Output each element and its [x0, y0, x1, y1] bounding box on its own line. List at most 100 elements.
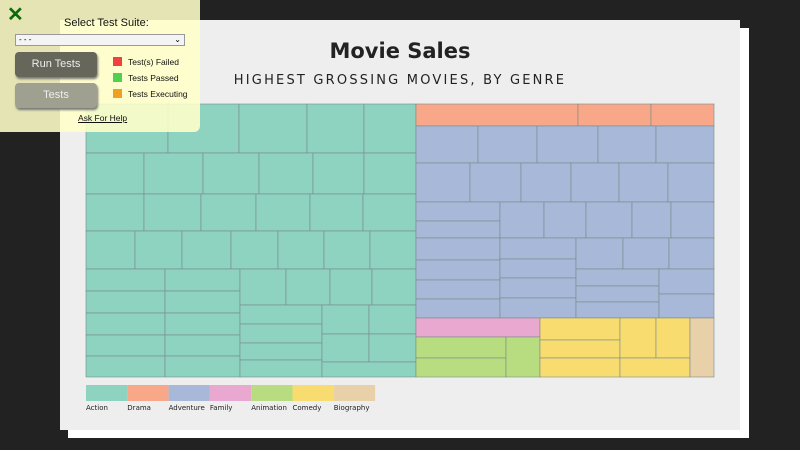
tile-animation[interactable] [415, 357, 507, 378]
tile-adventure[interactable] [570, 162, 620, 203]
tile-action[interactable] [164, 290, 241, 314]
tile-action[interactable] [363, 152, 417, 195]
tile-action[interactable] [238, 103, 308, 154]
tile-drama[interactable] [415, 103, 579, 127]
tile-action[interactable] [368, 304, 417, 335]
tile-action[interactable] [329, 268, 373, 306]
tile-adventure[interactable] [622, 237, 670, 270]
tile-adventure[interactable] [618, 162, 669, 203]
tile-action[interactable] [255, 193, 311, 232]
ask-for-help-link[interactable]: Ask For Help [78, 113, 128, 123]
select-value: - - - [19, 35, 32, 44]
tile-action[interactable] [363, 103, 417, 154]
tile-adventure[interactable] [499, 201, 545, 239]
tile-action[interactable] [321, 304, 370, 335]
tile-action[interactable] [258, 152, 314, 195]
tile-adventure[interactable] [667, 162, 715, 203]
tile-comedy[interactable] [619, 317, 657, 359]
tile-adventure[interactable] [415, 279, 501, 300]
tile-adventure[interactable] [575, 285, 660, 303]
tile-adventure[interactable] [575, 237, 624, 270]
tile-action[interactable] [85, 193, 145, 232]
tile-action[interactable] [164, 355, 241, 378]
tile-adventure[interactable] [415, 237, 501, 261]
tile-action[interactable] [239, 359, 323, 378]
tile-adventure[interactable] [585, 201, 633, 239]
tests-button[interactable]: Tests [15, 83, 97, 108]
tile-drama[interactable] [650, 103, 715, 127]
tile-action[interactable] [164, 334, 241, 357]
tile-animation[interactable] [415, 336, 507, 359]
legend-passed: Tests Passed [113, 73, 179, 83]
tile-action[interactable] [239, 342, 323, 361]
tile-drama[interactable] [577, 103, 652, 127]
tile-action[interactable] [312, 152, 365, 195]
close-icon[interactable]: ✕ [7, 4, 24, 26]
tile-action[interactable] [321, 333, 370, 363]
tile-action[interactable] [164, 312, 241, 336]
tile-action[interactable] [85, 230, 136, 270]
tile-adventure[interactable] [415, 125, 479, 164]
tile-action[interactable] [85, 290, 166, 314]
tile-action[interactable] [200, 193, 257, 232]
tile-action[interactable] [143, 152, 204, 195]
tile-action[interactable] [85, 334, 166, 357]
tile-action[interactable] [85, 312, 166, 336]
tile-adventure[interactable] [415, 220, 501, 239]
tile-action[interactable] [164, 268, 241, 292]
tile-comedy[interactable] [539, 317, 621, 341]
tile-adventure[interactable] [631, 201, 672, 239]
tile-biography[interactable] [689, 317, 715, 378]
tile-action[interactable] [369, 230, 417, 270]
tile-comedy[interactable] [539, 339, 621, 359]
tile-action[interactable] [85, 268, 166, 292]
tile-adventure[interactable] [415, 298, 501, 319]
tile-adventure[interactable] [575, 301, 660, 319]
tile-adventure[interactable] [668, 237, 715, 270]
tile-action[interactable] [368, 333, 417, 363]
tile-adventure[interactable] [415, 259, 501, 281]
tile-action[interactable] [323, 230, 371, 270]
tile-adventure[interactable] [415, 162, 471, 203]
tile-comedy[interactable] [655, 317, 691, 359]
tile-action[interactable] [362, 193, 417, 232]
tile-action[interactable] [181, 230, 232, 270]
tile-animation[interactable] [505, 336, 541, 378]
tile-adventure[interactable] [536, 125, 599, 164]
tile-action[interactable] [85, 152, 145, 195]
tile-action[interactable] [277, 230, 325, 270]
tile-family[interactable] [415, 317, 541, 338]
tile-adventure[interactable] [543, 201, 587, 239]
tile-adventure[interactable] [499, 237, 577, 260]
tile-action[interactable] [239, 268, 287, 306]
tile-action[interactable] [239, 304, 323, 325]
tile-adventure[interactable] [658, 293, 715, 319]
tile-adventure[interactable] [499, 258, 577, 279]
tile-action[interactable] [285, 268, 331, 306]
tile-action[interactable] [371, 268, 417, 306]
run-tests-button[interactable]: Run Tests [15, 52, 97, 77]
tile-action[interactable] [143, 193, 202, 232]
test-suite-select[interactable]: - - - ⌄ [15, 34, 185, 46]
tile-adventure[interactable] [477, 125, 538, 164]
tile-comedy[interactable] [539, 357, 621, 378]
tile-action[interactable] [239, 323, 323, 344]
tile-action[interactable] [306, 103, 365, 154]
tile-adventure[interactable] [597, 125, 657, 164]
tile-adventure[interactable] [415, 201, 501, 222]
tile-action[interactable] [134, 230, 183, 270]
tile-adventure[interactable] [499, 297, 577, 319]
tile-action[interactable] [230, 230, 279, 270]
tile-action[interactable] [85, 355, 166, 378]
tile-adventure[interactable] [499, 277, 577, 299]
tile-adventure[interactable] [670, 201, 715, 239]
tile-adventure[interactable] [655, 125, 715, 164]
tile-adventure[interactable] [469, 162, 522, 203]
tile-adventure[interactable] [520, 162, 572, 203]
tile-action[interactable] [202, 152, 260, 195]
tile-action[interactable] [321, 361, 417, 378]
tile-action[interactable] [309, 193, 364, 232]
tile-adventure[interactable] [658, 268, 715, 295]
tile-adventure[interactable] [575, 268, 660, 287]
tile-comedy[interactable] [619, 357, 691, 378]
